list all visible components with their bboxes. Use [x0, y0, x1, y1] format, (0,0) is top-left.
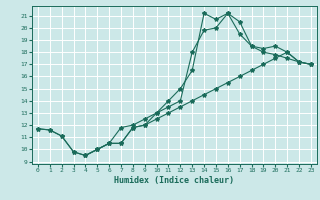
X-axis label: Humidex (Indice chaleur): Humidex (Indice chaleur): [115, 176, 234, 185]
